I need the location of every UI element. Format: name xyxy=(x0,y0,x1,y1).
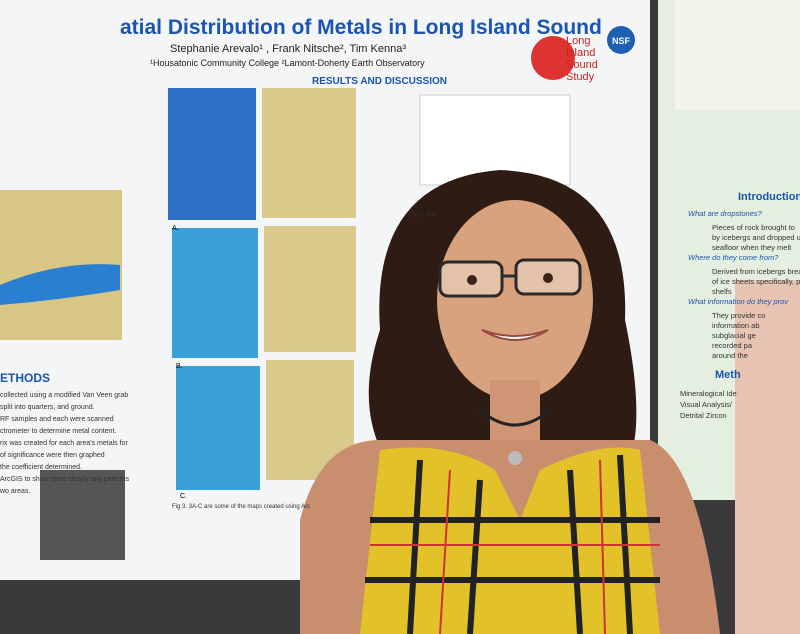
left-line: split into quarters, and ground. xyxy=(0,404,95,411)
affiliations: ¹Housatonic Community College ²Lamont-Do… xyxy=(150,58,425,68)
left-line: rix was created for each area's metals f… xyxy=(0,440,128,447)
side-text: What are dropstones? Pieces of rock broug… xyxy=(688,209,800,360)
map xyxy=(264,226,356,352)
side-line: recorded pa xyxy=(712,341,753,350)
pendant xyxy=(508,451,522,465)
side-line: What information do they prov xyxy=(688,297,789,306)
side-line: information ab xyxy=(712,321,760,330)
scatter-plot xyxy=(419,94,571,186)
method-line: Detrital Zircon xyxy=(680,411,727,420)
fig-caption: Fig 4. Zinc xyxy=(410,212,438,218)
lis-logo xyxy=(531,36,575,80)
side-heading: Introduction xyxy=(738,191,800,203)
side-line: of ice sheets specifically, p xyxy=(712,277,800,286)
left-line: the coefficient determined. xyxy=(0,464,82,471)
side-line: What are dropstones? xyxy=(688,209,763,218)
neck xyxy=(490,380,540,450)
map xyxy=(176,366,260,490)
left-line: ArcGIS to show more clearly any patterns xyxy=(0,476,130,483)
side-line: seafloor when they melt xyxy=(712,243,792,252)
eye xyxy=(467,275,477,285)
side-poster-text-area xyxy=(675,0,800,110)
left-line: RF samples and each were scanned xyxy=(0,416,114,423)
nsf-text: NSF xyxy=(612,36,631,46)
neighbor-shoulder xyxy=(735,280,800,634)
left-line: collected using a modified Van Veen grab xyxy=(0,392,128,399)
smile xyxy=(481,329,549,341)
fig-label: B. xyxy=(176,363,183,370)
map xyxy=(172,228,258,358)
plaid-top xyxy=(360,447,660,634)
left-line: of significance were then graphed xyxy=(0,452,105,459)
map xyxy=(262,88,356,218)
left-text: collected using a modified Van Veen grab… xyxy=(0,392,130,495)
section-heading: RESULTS AND DISCUSSION xyxy=(312,76,447,87)
side-methods-text: Mineralogical Ide Visual Analysis/Detrita… xyxy=(680,389,737,420)
nsf-logo xyxy=(607,26,635,54)
logo-text: Study xyxy=(566,71,595,83)
fig-label: A. xyxy=(172,225,179,232)
map xyxy=(168,88,256,220)
poster-title: atial Distribution of Metals in Long Isl… xyxy=(120,16,602,39)
authors: Stephanie Arevalo¹ , Frank Nitsche², Tim… xyxy=(170,43,406,55)
fig-caption: Fig 3. 3A-C are some of the maps created… xyxy=(172,504,310,510)
left-line: wo areas. xyxy=(0,488,30,495)
water xyxy=(0,264,120,305)
plaid-lines xyxy=(365,454,660,634)
side-methods: Meth xyxy=(715,369,741,381)
eye xyxy=(543,273,553,283)
side-line: They provide co xyxy=(712,311,765,320)
face xyxy=(437,200,593,400)
logo-text: Sound xyxy=(566,59,598,71)
side-line: around the xyxy=(712,351,748,360)
plaid-red xyxy=(370,459,660,634)
logo-text: Island xyxy=(566,47,595,59)
choker xyxy=(479,408,551,427)
map-panels xyxy=(0,26,635,560)
left-line: ctrometer to determine metal content. xyxy=(0,428,116,435)
method-line: Mineralogical Ide xyxy=(680,389,737,398)
method-line: Visual Analysis/ xyxy=(680,400,733,409)
side-line: Where do they come from? xyxy=(688,253,779,262)
side-line: shelfs xyxy=(712,287,732,296)
fig-label: C. xyxy=(180,493,187,500)
side-line: Pieces of rock brought to xyxy=(712,223,795,232)
logo-text: Long xyxy=(566,35,590,47)
side-line: by icebergs and dropped u xyxy=(712,233,800,242)
side-line: subglacial ge xyxy=(712,331,756,340)
person xyxy=(300,170,720,634)
side-line: Derived from icebergs brea xyxy=(712,267,800,276)
instrument-photo xyxy=(40,470,125,560)
left-heading: ETHODS xyxy=(0,371,50,385)
